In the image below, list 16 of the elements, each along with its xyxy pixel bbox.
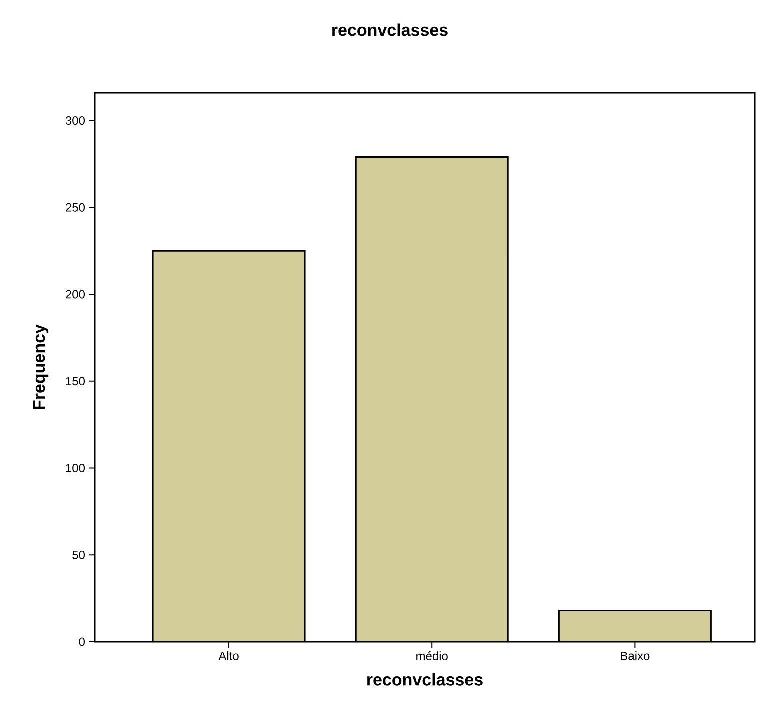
y-tick-label: 250: [66, 203, 85, 212]
bar: [152, 250, 306, 642]
y-tick-label: 300: [66, 116, 85, 126]
x-axis-title: reconvclasses: [368, 673, 483, 686]
y-axis-title: Frequency: [33, 324, 49, 410]
y-tick-label: 150: [66, 377, 85, 386]
y-tick-label: 50: [72, 550, 85, 560]
bar: [558, 610, 712, 642]
y-tick-label: 200: [66, 290, 85, 299]
x-tick-label: Baixo: [621, 652, 650, 660]
y-tick-label: 100: [66, 464, 85, 473]
x-tick-label: médio: [416, 652, 448, 660]
chart-title: reconvclasses: [332, 24, 448, 36]
y-tick-label: 0: [79, 638, 86, 646]
x-tick-label: Alto: [218, 652, 239, 660]
bar: [355, 156, 509, 642]
